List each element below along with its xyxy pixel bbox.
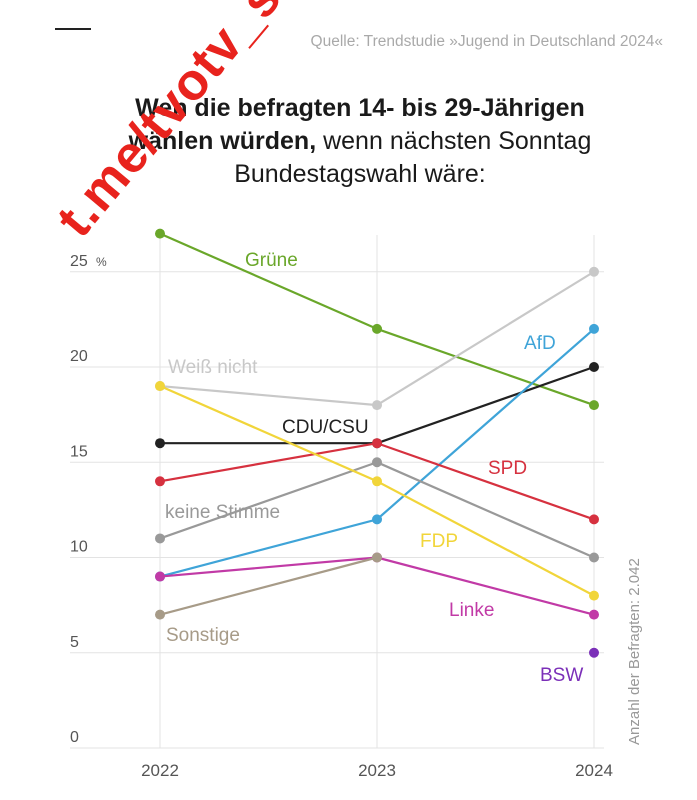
data-point-wei-nicht-2023 [372, 400, 382, 411]
data-point-gr-ne-2024 [589, 400, 599, 411]
series-label-wei-nicht: Weiß nicht [168, 357, 258, 378]
data-point-bsw-2024 [589, 647, 599, 658]
y-tick-label-10: 10 [70, 539, 88, 556]
data-point-cdu-csu-2022 [155, 438, 165, 449]
y-tick-label-0: 0 [70, 729, 79, 746]
y-tick-label-15: 15 [70, 443, 88, 460]
series-label-cdu-csu: CDU/CSU [282, 417, 369, 438]
data-point-gr-ne-2022 [155, 228, 165, 239]
title-line-1: Wen die befragten 14- bis 29-Jährigen [135, 94, 585, 122]
series-label-bsw: BSW [540, 665, 583, 686]
data-point-spd-2024 [589, 514, 599, 525]
title-line-2: wählen würden, wenn nächsten Sonntag [60, 125, 660, 158]
data-point-fdp-2024 [589, 590, 599, 601]
y-unit-label: % [96, 255, 107, 269]
series-label-afd: AfD [524, 333, 556, 354]
data-point-fdp-2022 [155, 381, 165, 392]
data-point-afd-2024 [589, 323, 599, 334]
data-point-spd-2022 [155, 476, 165, 487]
series-label-sonstige: Sonstige [166, 625, 240, 646]
x-tick-label-2022: 2022 [141, 761, 179, 780]
series-label-spd: SPD [488, 458, 527, 479]
respondent-count-note: Anzahl der Befragten: 2.042 [626, 558, 643, 745]
series-line-sonstige [159, 556, 378, 616]
title-line-3: Bundestagswahl wäre: [234, 160, 486, 188]
series-label-fdp: FDP [420, 531, 458, 552]
data-point-keine-stimme-2024 [589, 552, 599, 563]
data-point-keine-stimme-2023 [372, 457, 382, 468]
data-point-keine-stimme-2022 [155, 533, 165, 544]
data-point-cdu-csu-2024 [589, 362, 599, 372]
source-note: Quelle: Trendstudie »Jugend in Deutschla… [310, 33, 663, 50]
data-point-gr-ne-2023 [372, 323, 382, 334]
chart-title: Wen die befragten 14- bis 29-Jährigen wä… [60, 92, 660, 191]
data-point-linke-2022 [155, 571, 165, 582]
data-point-spd-2023 [372, 438, 382, 449]
x-tick-label-2024: 2024 [575, 761, 613, 780]
data-point-sonstige-2023 [372, 552, 382, 563]
data-point-linke-2024 [589, 609, 599, 620]
x-tick-label-2023: 2023 [358, 761, 396, 780]
series-label-keine-stimme: keine Stimme [165, 502, 280, 523]
series-label-gr-ne: Grüne [245, 250, 298, 271]
data-point-afd-2023 [372, 514, 382, 525]
y-tick-label-25: 25 [70, 253, 88, 270]
data-point-sonstige-2022 [155, 609, 165, 620]
data-point-wei-nicht-2024 [589, 266, 599, 277]
y-tick-label-5: 5 [70, 634, 79, 651]
top-rule [55, 28, 91, 30]
y-tick-label-20: 20 [70, 348, 88, 365]
title-line-2-bold: wählen würden, [128, 127, 317, 155]
data-point-fdp-2023 [372, 476, 382, 487]
series-label-linke: Linke [449, 600, 494, 621]
title-line-2-rest: wenn nächsten Sonntag [316, 127, 592, 155]
